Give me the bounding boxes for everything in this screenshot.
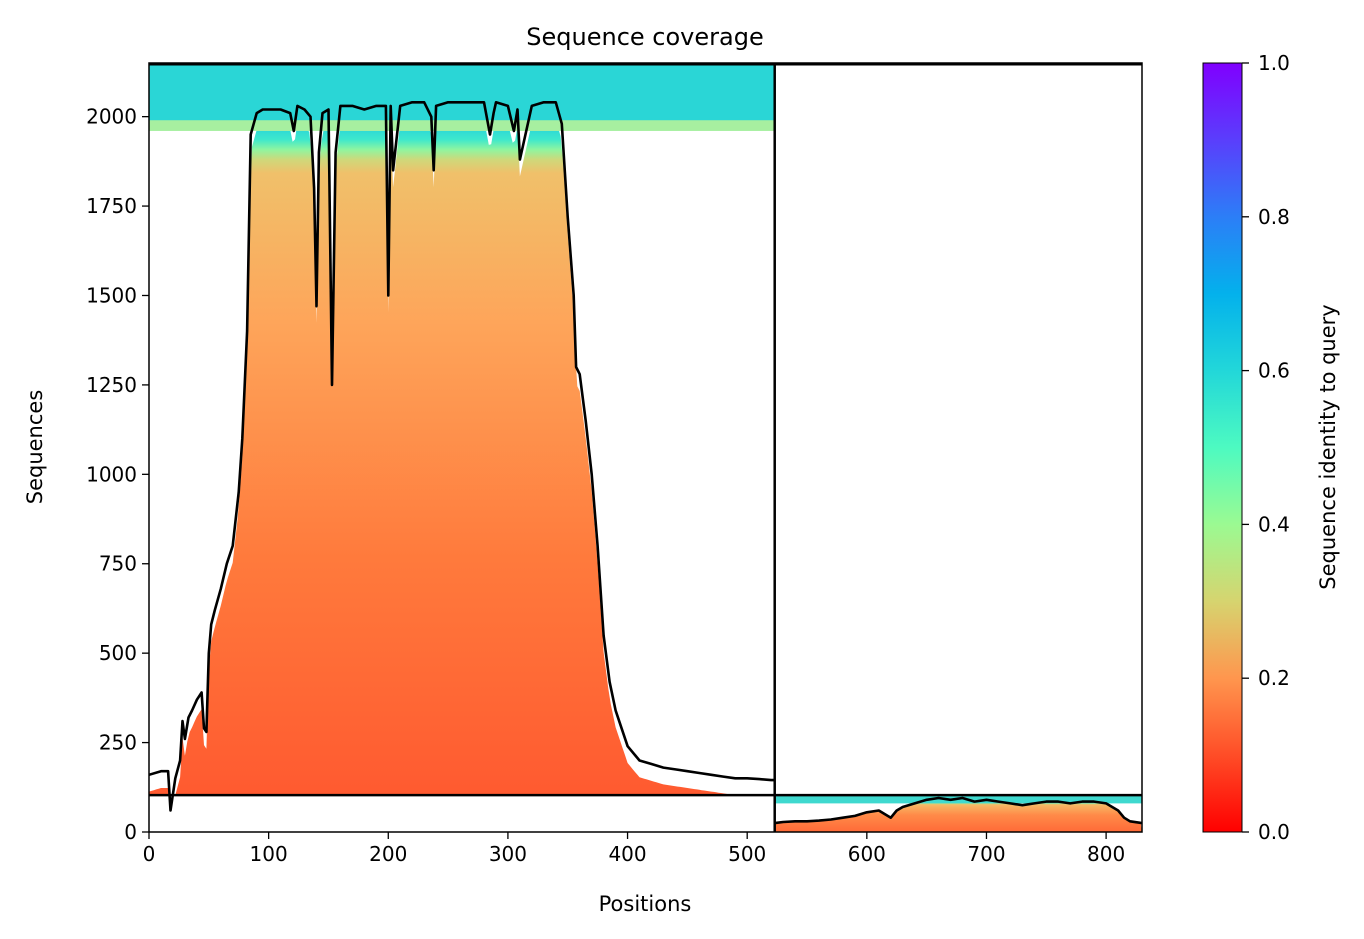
coverage-lines [149,101,1142,825]
y-axis: 0 250 500 750 1000 1250 1500 1750 2000 [86,105,149,844]
colorbar-tick-label: 0.8 [1258,205,1290,229]
segment-boundaries [149,62,1142,832]
x-tick-label: 300 [489,842,527,866]
y-tick-label: 250 [99,731,137,755]
plot-frame [148,62,1143,833]
y-tick-label: 750 [99,552,137,576]
x-axis: 0 100 200 300 400 500 600 700 800 [143,832,1125,866]
y-tick-label: 1000 [86,462,137,486]
y-tick-label: 500 [99,641,137,665]
y-tick-label: 1750 [86,194,137,218]
x-tick-label: 200 [369,842,407,866]
msa-heatmap [149,63,1142,832]
colorbar-tick-label: 1.0 [1258,51,1290,75]
y-tick-label: 1250 [86,373,137,397]
colorbar-axis: 0.0 0.2 0.4 0.6 0.8 1.0 [1242,51,1290,844]
colorbar-tick-label: 0.2 [1258,666,1290,690]
y-tick-label: 1500 [86,283,137,307]
x-tick-label: 600 [848,842,886,866]
colorbar-tick-label: 0.4 [1258,512,1290,536]
msa-mid-band [149,120,775,131]
y-tick-label: 0 [124,820,137,844]
y-axis-title: Sequences [23,390,47,505]
x-tick-label: 400 [608,842,646,866]
x-tick-label: 100 [250,842,288,866]
chart-title: Sequence coverage [526,23,763,51]
x-tick-label: 500 [728,842,766,866]
msa-identity-band [149,63,775,123]
y-tick-label: 2000 [86,105,137,129]
colorbar-tick-label: 0.6 [1258,359,1290,383]
coverage-line-segment-2 [774,796,1142,825]
coverage-line-segment-1 [149,101,775,812]
x-tick-label: 700 [967,842,1005,866]
msa-fill-segment-2 [774,798,1142,832]
x-tick-label: 800 [1087,842,1125,866]
x-tick-label: 0 [143,842,156,866]
colorbar-label: Sequence identity to query [1316,304,1340,589]
x-axis-title: Positions [599,892,692,916]
colorbar [1202,62,1243,833]
msa-fill-segment-1 [149,119,775,796]
colorbar-tick-label: 0.0 [1258,820,1290,844]
